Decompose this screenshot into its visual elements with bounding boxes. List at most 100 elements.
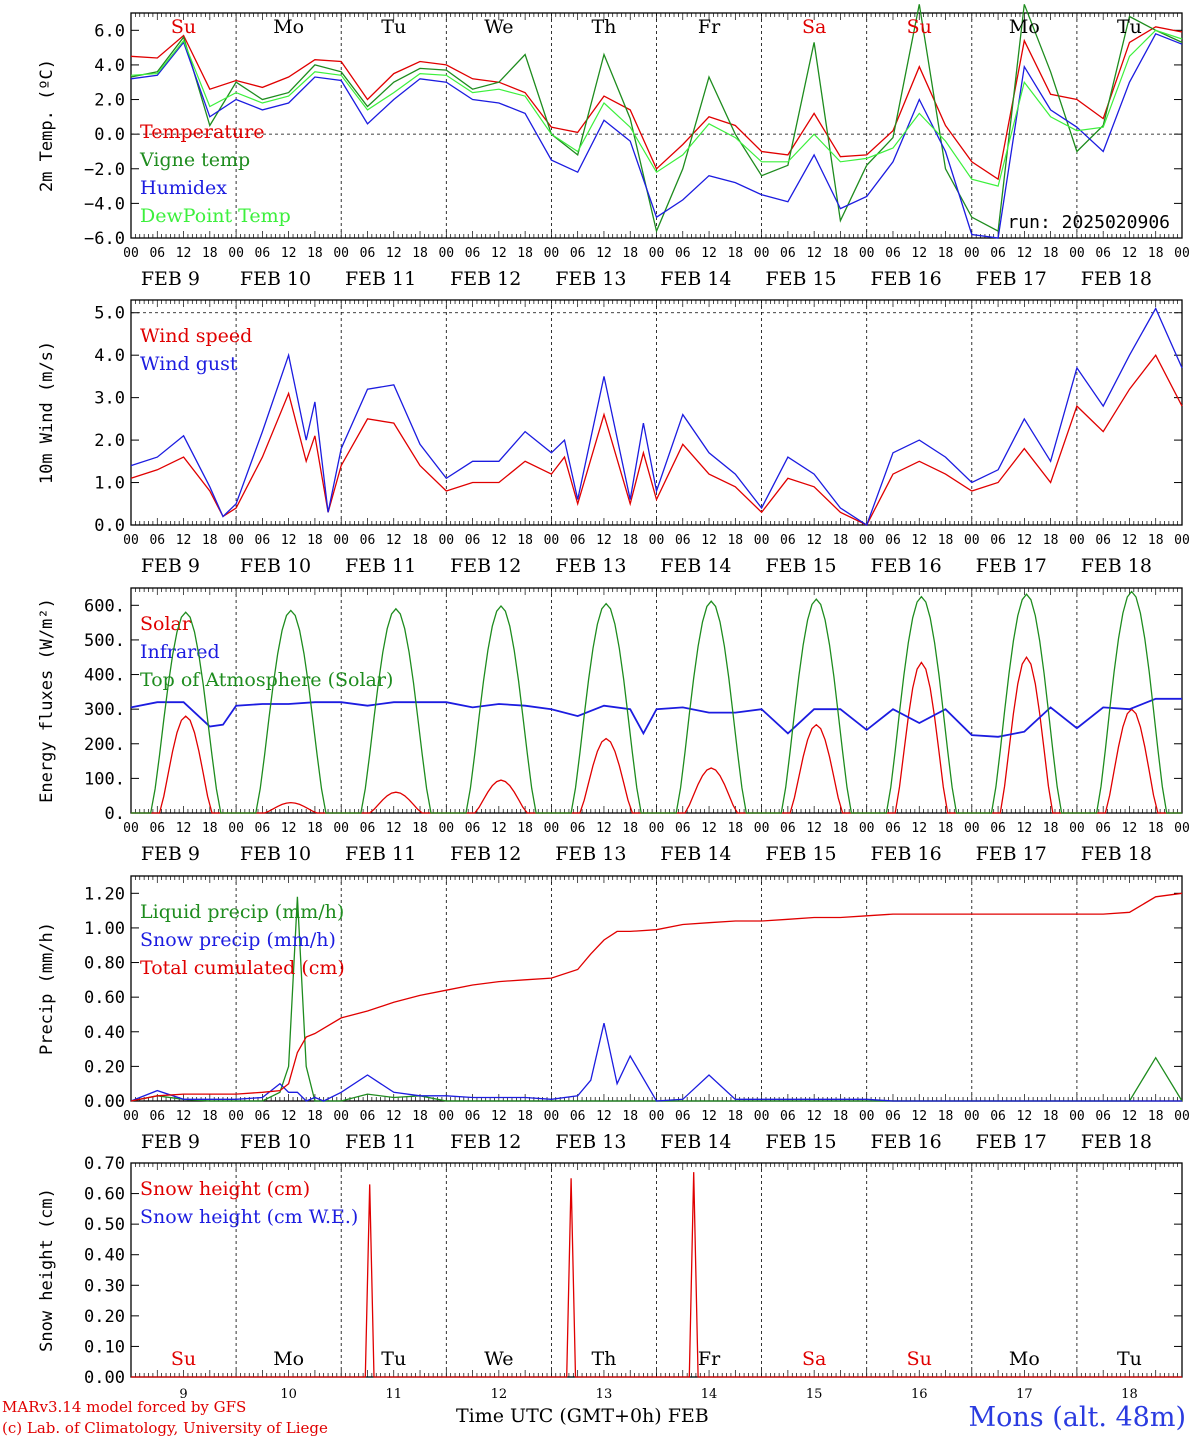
y-tick-label: 0.10 <box>84 1337 125 1357</box>
y-tick-label: 0.30 <box>84 1276 125 1296</box>
y-tick-label: 4.0 <box>94 56 125 76</box>
hour-tick-label: 06 <box>885 821 901 836</box>
hour-tick-label: 06 <box>990 1109 1006 1124</box>
panel-snow: 0.00 0.10 0.20 0.30 0.40 0.50 0.60 0.70 Snow hei… <box>37 1154 1183 1402</box>
legend-entry: Snow precip (mm/h) <box>140 929 336 951</box>
y-tick-label: 100. <box>84 769 125 789</box>
hour-tick-label: 18 <box>307 821 323 836</box>
hour-tick-label: 18 <box>1043 821 1059 836</box>
date-label: FEB 11 <box>345 843 416 865</box>
day-number-label: 12 <box>491 1387 508 1402</box>
date-label: FEB 10 <box>240 268 311 290</box>
legend-entry: Snow height (cm W.E.) <box>140 1206 358 1228</box>
y-tick-label: 2.0 <box>94 431 125 451</box>
hour-tick-label: 18 <box>938 821 954 836</box>
day-abbr-label: Su <box>907 1348 932 1370</box>
hour-tick-label: 18 <box>202 533 218 548</box>
hour-tick-label: 00 <box>123 533 139 548</box>
date-label: FEB 11 <box>345 555 416 577</box>
date-label: FEB 9 <box>141 555 200 577</box>
date-label: FEB 16 <box>870 843 941 865</box>
hour-tick-label: 12 <box>806 246 822 261</box>
y-axis-label: 2m Temp. (ºC) <box>37 59 57 192</box>
date-label: FEB 14 <box>660 1131 731 1153</box>
hour-tick-label: 12 <box>596 533 612 548</box>
hour-tick-label: 00 <box>859 821 875 836</box>
date-label: FEB 18 <box>1081 555 1152 577</box>
hour-tick-label: 12 <box>491 246 507 261</box>
hour-tick-label: 18 <box>517 246 533 261</box>
hour-tick-label: 06 <box>149 533 165 548</box>
legend-entry: Total cumulated (cm) <box>140 957 345 979</box>
y-tick-label: 0.00 <box>84 1092 125 1112</box>
hour-tick-label: 06 <box>465 246 481 261</box>
hour-tick-label: 18 <box>517 1109 533 1124</box>
hour-tick-label: 12 <box>1017 533 1033 548</box>
hour-tick-label: 18 <box>1148 821 1164 836</box>
hour-tick-label: 00 <box>544 533 560 548</box>
hour-tick-label: 06 <box>990 821 1006 836</box>
hour-tick-label: 00 <box>964 533 980 548</box>
hour-tick-label: 18 <box>938 1109 954 1124</box>
day-abbr-label: Fr <box>698 16 721 38</box>
hour-tick-label: 00 <box>438 821 454 836</box>
date-label: FEB 12 <box>450 555 521 577</box>
series-line-dewpoint-temp <box>130 29 1183 187</box>
legend-entry: Snow height (cm) <box>140 1178 310 1200</box>
legend-entry: Solar <box>140 613 192 635</box>
hour-tick-label: 06 <box>885 1109 901 1124</box>
date-label: FEB 16 <box>870 555 941 577</box>
date-label: FEB 10 <box>240 1131 311 1153</box>
hour-tick-label: 12 <box>806 533 822 548</box>
y-tick-label: 2.0 <box>94 91 125 111</box>
hour-tick-label: 06 <box>255 246 271 261</box>
hour-tick-label: 18 <box>833 246 849 261</box>
hour-tick-label: 00 <box>333 533 349 548</box>
day-abbr-label: Sa <box>802 1348 826 1370</box>
date-label: FEB 13 <box>555 843 626 865</box>
series-line-snow-precip-mm-h- <box>130 1022 1182 1102</box>
day-abbr-label: Th <box>591 1348 616 1370</box>
hour-tick-label: 06 <box>780 1109 796 1124</box>
y-tick-label: 0.0 <box>94 125 125 145</box>
hour-tick-label: 00 <box>1174 1109 1190 1124</box>
hour-tick-label: 00 <box>228 821 244 836</box>
hour-tick-label: 12 <box>1122 821 1138 836</box>
date-label: FEB 9 <box>141 268 200 290</box>
date-label: FEB 13 <box>555 268 626 290</box>
hour-tick-label: 00 <box>544 246 560 261</box>
hour-tick-label: 12 <box>596 1109 612 1124</box>
hour-tick-label: 00 <box>333 1109 349 1124</box>
hour-tick-label: 18 <box>202 821 218 836</box>
hour-tick-label: 12 <box>1017 1109 1033 1124</box>
date-label: FEB 10 <box>240 555 311 577</box>
hour-tick-label: 06 <box>570 1109 586 1124</box>
hour-tick-label: 18 <box>412 1109 428 1124</box>
y-axis-label: Snow height (cm) <box>37 1188 57 1352</box>
hour-tick-label: 12 <box>491 1109 507 1124</box>
y-tick-label: 0.00 <box>84 1368 125 1388</box>
date-label: FEB 13 <box>555 555 626 577</box>
y-tick-label: 1.0 <box>94 474 125 494</box>
y-tick-label: −2.0 <box>84 160 125 180</box>
hour-tick-label: 12 <box>1122 246 1138 261</box>
day-abbr-label: Su <box>171 16 196 38</box>
y-tick-label: 1.00 <box>84 919 125 939</box>
hour-tick-label: 00 <box>649 821 665 836</box>
hour-tick-label: 18 <box>307 1109 323 1124</box>
hour-tick-label: 12 <box>701 246 717 261</box>
hour-tick-label: 00 <box>859 533 875 548</box>
hour-tick-label: 00 <box>859 1109 875 1124</box>
y-tick-label: 1.20 <box>84 884 125 904</box>
hour-tick-label: 12 <box>911 533 927 548</box>
hour-tick-label: 12 <box>491 533 507 548</box>
hour-tick-label: 00 <box>964 246 980 261</box>
date-label: FEB 13 <box>555 1131 626 1153</box>
hour-tick-label: 00 <box>649 1109 665 1124</box>
hour-tick-label: 00 <box>1069 1109 1085 1124</box>
hour-tick-label: 06 <box>149 1109 165 1124</box>
y-tick-label: 400. <box>84 666 125 686</box>
hour-tick-label: 12 <box>281 533 297 548</box>
y-axis-label: Energy fluxes (W/m²) <box>37 598 57 803</box>
hour-tick-label: 00 <box>1174 246 1190 261</box>
